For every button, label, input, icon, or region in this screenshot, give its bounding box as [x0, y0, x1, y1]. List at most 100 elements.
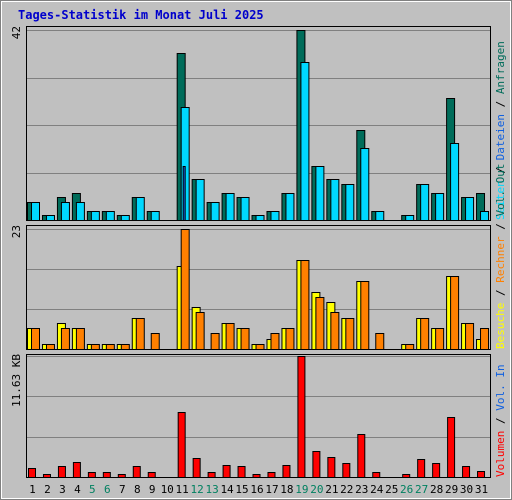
x-tick-label: 21 — [325, 483, 338, 496]
x-tick-label: 3 — [59, 483, 66, 496]
x-tick-label: 31 — [475, 483, 488, 496]
legend-item-anfragen: Anfragen — [494, 41, 507, 94]
legend-separator: / — [494, 217, 507, 237]
legend-bot: Volumen / Vol. In — [494, 364, 507, 477]
bar-volumen-day-13 — [207, 472, 216, 478]
bar-volumen-day-2 — [42, 474, 51, 478]
bar-volumen-day-21 — [327, 457, 336, 478]
bar-volumen-day-14 — [222, 465, 231, 478]
bar-dateien-day-14 — [225, 193, 235, 221]
bar-rechner-day-8 — [135, 318, 145, 350]
bar-rechner-day-30 — [465, 323, 475, 350]
bar-dateien-day-30 — [465, 197, 475, 221]
bar-volumen-day-22 — [342, 463, 351, 478]
x-tick-label: 17 — [265, 483, 278, 496]
bar-dateien-day-9 — [150, 211, 160, 221]
legend-item-seiten: Seiten — [494, 180, 507, 220]
x-tick-label: 12 — [191, 483, 204, 496]
bar-volumen-day-31 — [477, 471, 486, 478]
x-tick-label: 14 — [220, 483, 234, 496]
panel-bot — [26, 354, 491, 478]
bar-rechner-day-6 — [105, 344, 115, 350]
panel-mid — [26, 225, 491, 350]
bar-rechner-day-23 — [360, 281, 370, 350]
x-tick-label: 22 — [340, 483, 353, 496]
bar-rechner-day-14 — [225, 323, 235, 350]
bar-rechner-day-18 — [285, 328, 295, 350]
x-tick-label: 8 — [134, 483, 141, 496]
bar-dateien-day-18 — [285, 193, 295, 221]
bar-rechner-day-2 — [45, 344, 55, 350]
bar-rechner-day-21 — [330, 312, 340, 350]
x-tick-label: 6 — [104, 483, 111, 496]
bar-rechner-day-16 — [255, 344, 265, 350]
legend-item-rechner: Rechner — [494, 236, 507, 283]
legend-top: Seiten / Dateien / Anfragen — [494, 41, 507, 220]
bar-rechner-day-3 — [60, 328, 70, 350]
x-tick-label: 7 — [119, 483, 126, 496]
bar-volumen-day-23 — [357, 434, 366, 478]
bar-volumen-day-18 — [282, 465, 291, 478]
legend-item-dateien: Dateien — [494, 114, 507, 160]
y-max-label-bot: 11.63 KB — [10, 354, 23, 407]
x-tick-label: 27 — [415, 483, 428, 496]
bar-dateien-day-3 — [60, 202, 70, 221]
bar-dateien-day-22 — [345, 184, 355, 221]
bar-dateien-day-21 — [330, 179, 340, 221]
bar-dateien-day-1 — [31, 202, 40, 221]
bar-rechner-day-27 — [420, 318, 430, 350]
bar-volumen-day-26 — [402, 474, 411, 478]
x-tick-label: 25 — [385, 483, 398, 496]
x-tick-label: 9 — [149, 483, 156, 496]
bar-dateien-day-26 — [405, 215, 415, 221]
bar-volumen-day-12 — [192, 458, 201, 478]
bar-volumen-day-30 — [462, 466, 471, 478]
bar-rechner-day-9 — [150, 333, 160, 350]
bar-dateien-day-31 — [480, 211, 490, 221]
bar-rechner-day-24 — [375, 333, 385, 350]
bar-volumen-day-1 — [28, 468, 36, 478]
bar-dateien-day-28 — [435, 193, 445, 221]
legend-item-besuche: Besuche — [494, 303, 507, 349]
bar-dateien-day-16 — [255, 215, 265, 221]
bar-rechner-day-29 — [450, 276, 460, 350]
legend-item-vol-in: Vol. In — [494, 364, 507, 410]
bar-volumen-day-8 — [132, 466, 141, 478]
panel-top — [26, 26, 491, 221]
bar-rechner-day-22 — [345, 318, 355, 350]
bar-dateien-day-19 — [300, 62, 310, 221]
bar-volumen-day-16 — [252, 474, 261, 478]
x-tick-label: 24 — [370, 483, 384, 496]
x-tick-label: 19 — [295, 483, 308, 496]
bar-dateien-day-13 — [210, 202, 220, 221]
bar-rechner-day-31 — [480, 328, 490, 350]
bar-volumen-day-5 — [87, 472, 96, 478]
legend-separator: / — [494, 411, 507, 431]
bar-dateien-day-29 — [450, 143, 460, 221]
bar-volumen-day-29 — [447, 417, 456, 478]
x-tick-label: 26 — [400, 483, 413, 496]
bar-dateien-day-27 — [420, 184, 430, 221]
bar-dateien-day-24 — [375, 211, 385, 221]
chart-title: Tages-Statistik im Monat Juli 2025 — [18, 8, 264, 22]
bar-rechner-day-13 — [210, 333, 220, 350]
bar-dateien-day-15 — [240, 197, 250, 221]
x-tick-label: 30 — [460, 483, 473, 496]
bar-volumen-day-20 — [312, 451, 321, 478]
bar-rechner-day-7 — [120, 344, 130, 350]
bar-rechner-day-28 — [435, 328, 445, 350]
bar-volumen-day-19 — [297, 356, 306, 478]
x-tick-label: 18 — [280, 483, 293, 496]
x-tick-label: 4 — [74, 483, 81, 496]
bar-volumen-day-3 — [57, 466, 66, 478]
legend-mid: Besuche / Rechner / Vol. Out — [494, 164, 507, 349]
x-tick-label: 2 — [44, 483, 51, 496]
bar-rechner-day-17 — [270, 333, 280, 350]
x-tick-label: 10 — [161, 483, 174, 496]
bar-seiten-day-11 — [182, 166, 186, 221]
bar-dateien-day-6 — [105, 211, 115, 221]
